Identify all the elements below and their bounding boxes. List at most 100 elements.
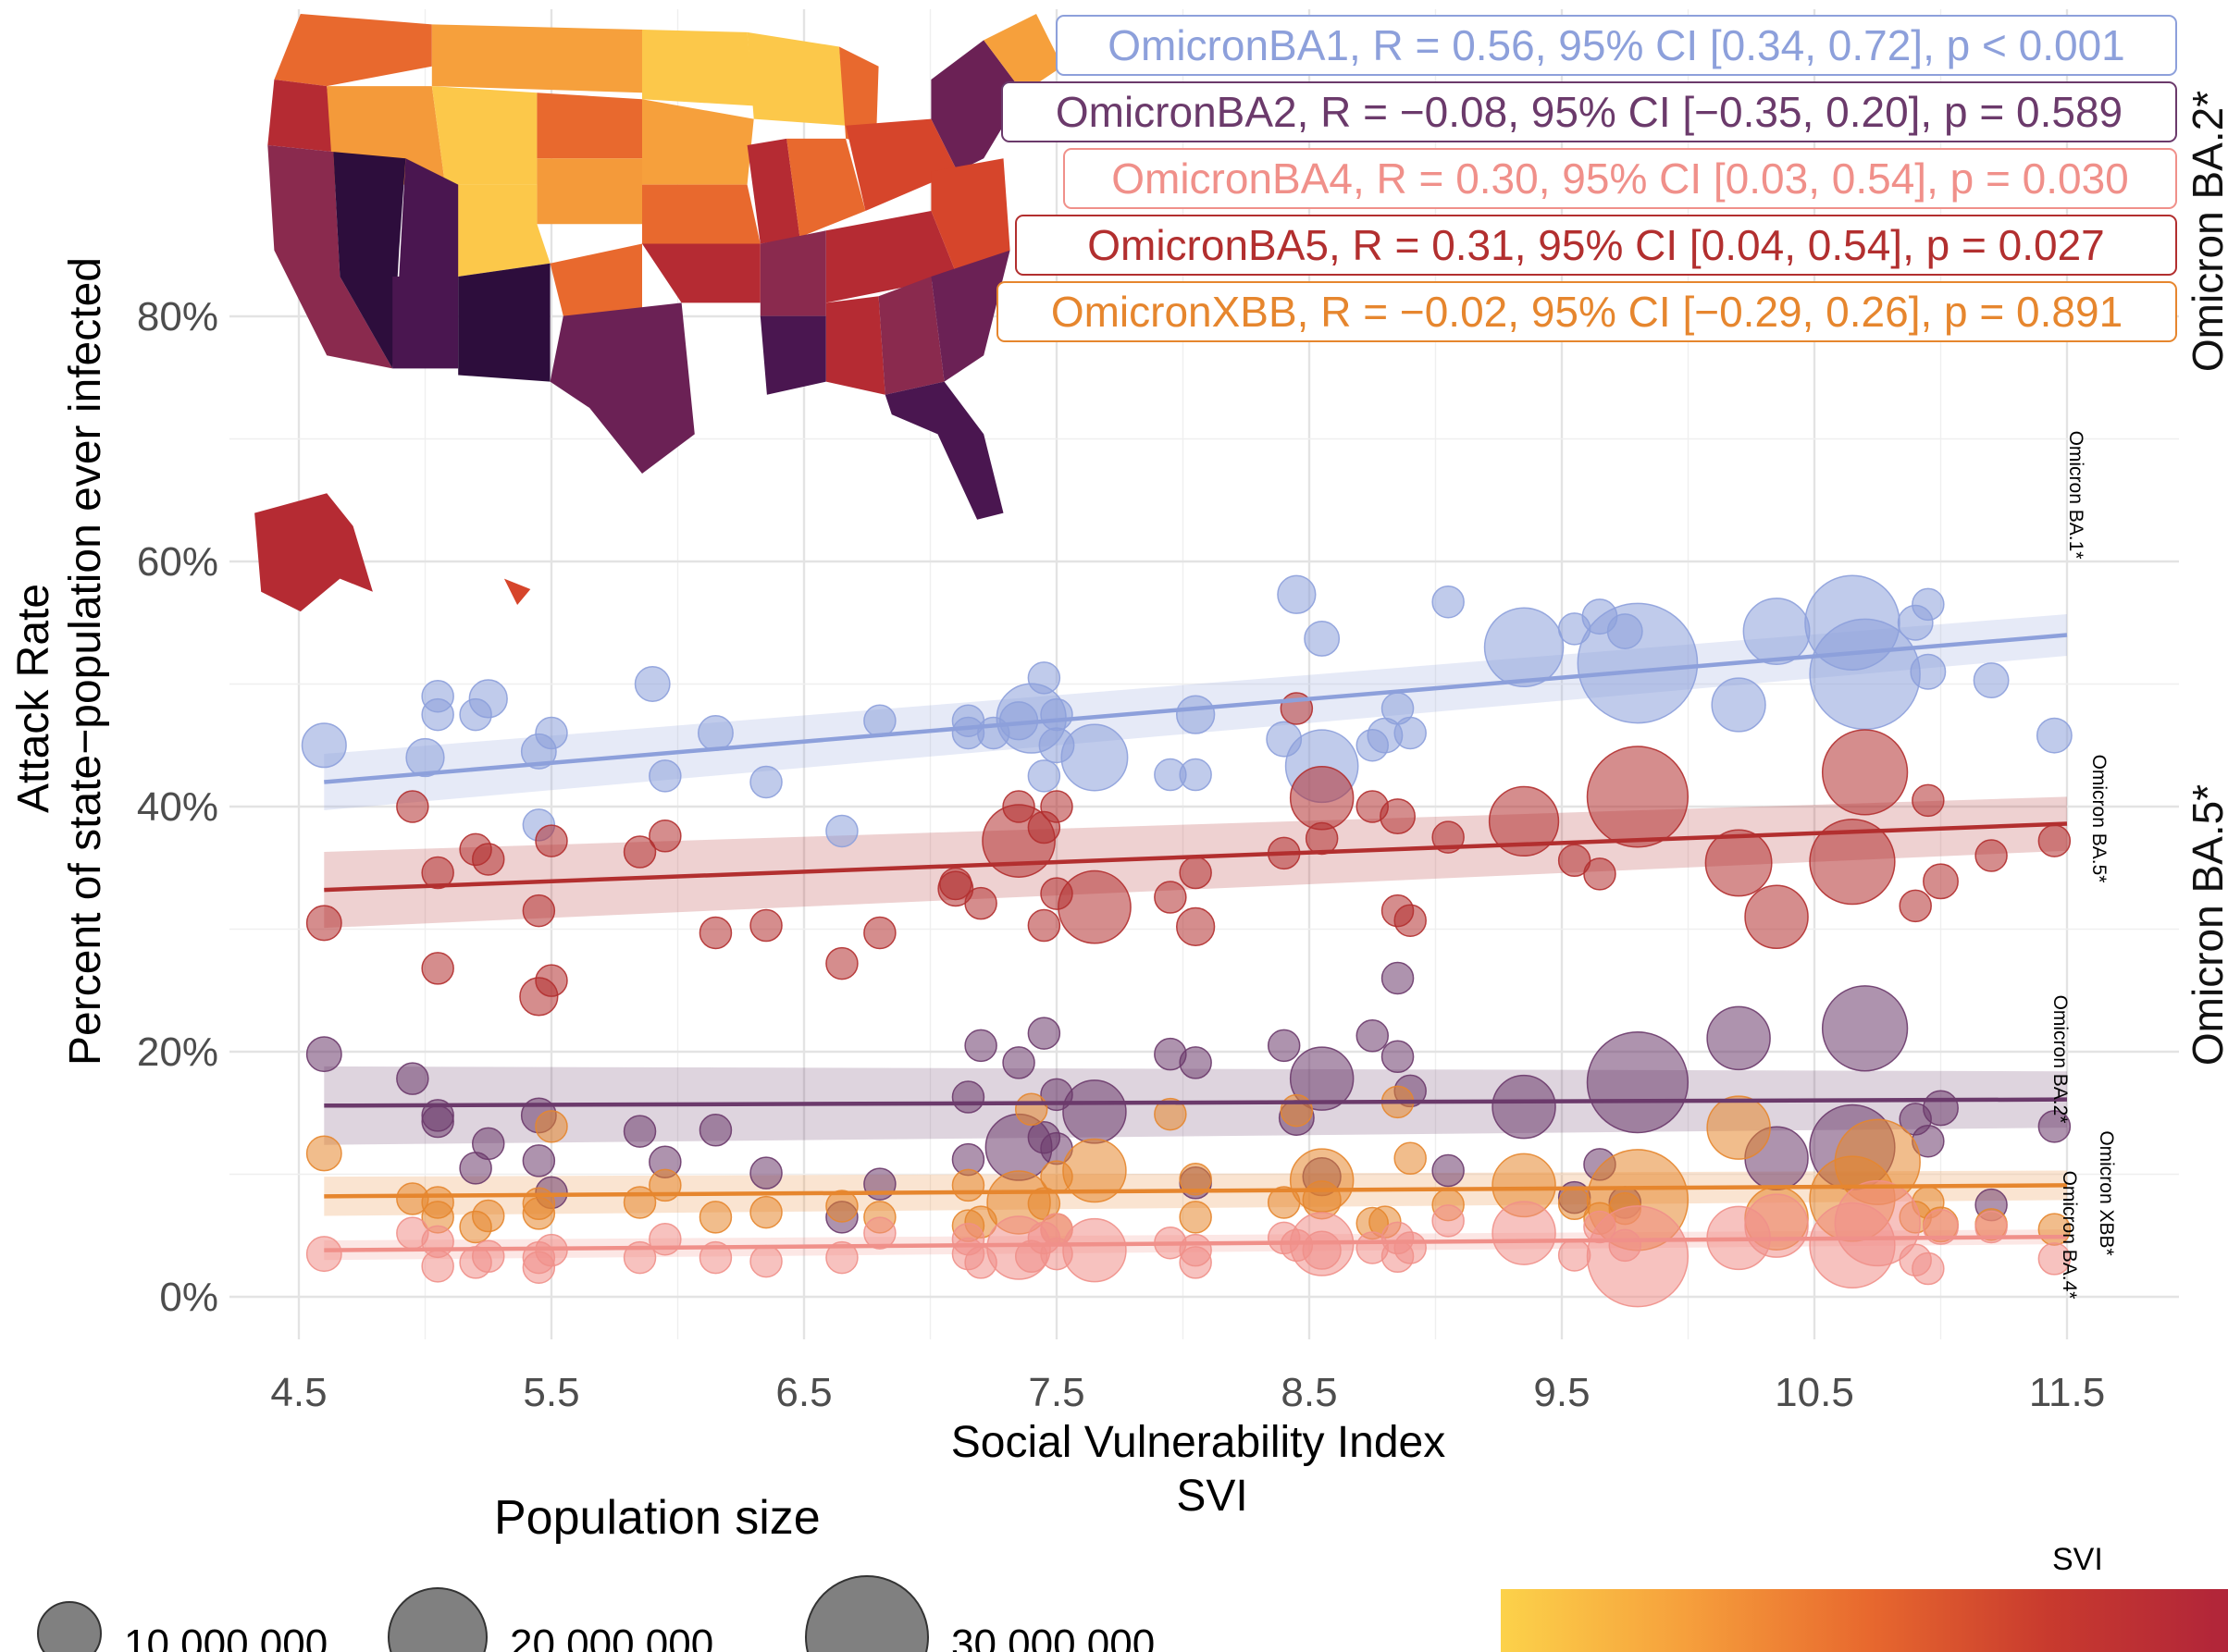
data-point bbox=[1711, 677, 1766, 733]
data-point bbox=[1704, 829, 1773, 897]
data-point bbox=[396, 1062, 429, 1095]
data-point bbox=[1062, 1217, 1127, 1283]
population-size-legend: Population size 10 000 000 20 000 000 30 0… bbox=[37, 1491, 1155, 1652]
data-point bbox=[301, 722, 347, 769]
y-tick-label: 0% bbox=[159, 1275, 218, 1320]
data-point bbox=[825, 1240, 859, 1275]
data-point bbox=[699, 1201, 733, 1234]
data-point bbox=[1302, 1230, 1342, 1270]
size-legend-circle bbox=[37, 1601, 102, 1652]
legend-stat: OmicronBA5, R = 0.31, 95% CI [0.04, 0.54… bbox=[1087, 221, 2105, 269]
data-point bbox=[1280, 1093, 1314, 1128]
size-legend-label: 30 000 000 bbox=[951, 1621, 1155, 1652]
data-point bbox=[522, 1197, 556, 1230]
y-tick-label: 40% bbox=[137, 784, 218, 830]
data-point bbox=[421, 1104, 454, 1139]
data-point bbox=[1974, 1210, 2008, 1244]
size-legend-label: 10 000 000 bbox=[124, 1621, 328, 1652]
legend-stat: OmicronBA1, R = 0.56, 95% CI [0.34, 0.72… bbox=[1108, 21, 2125, 69]
data-point bbox=[1027, 759, 1061, 793]
data-point bbox=[1488, 785, 1560, 857]
data-point bbox=[405, 737, 445, 778]
data-point bbox=[1380, 798, 1417, 835]
y-axis-subtitle: Percent of state−population ever infecte… bbox=[61, 257, 110, 1066]
fit-label: Omicron XBB* bbox=[2096, 1130, 2117, 1255]
correlation-legend: OmicronBA1, R = 0.56, 95% CI [0.34, 0.72… bbox=[996, 15, 2177, 342]
data-point bbox=[535, 824, 568, 857]
data-point bbox=[421, 1225, 454, 1259]
data-point bbox=[623, 1115, 657, 1148]
data-point bbox=[699, 916, 733, 950]
data-point bbox=[1586, 746, 1690, 848]
data-point bbox=[535, 964, 568, 997]
data-point bbox=[421, 856, 454, 890]
data-point bbox=[1809, 818, 1896, 906]
fit-line bbox=[324, 821, 2068, 893]
legend-box bbox=[996, 281, 2177, 342]
data-point bbox=[1923, 863, 1959, 900]
data-point bbox=[1586, 1030, 1690, 1134]
data-point bbox=[1973, 662, 2010, 698]
data-point bbox=[535, 716, 568, 750]
data-point bbox=[1179, 1046, 1212, 1079]
legend-stat: OmicronBA4, R = 0.30, 95% CI [0.03, 0.54… bbox=[1111, 154, 2129, 203]
y-tick-label: 20% bbox=[137, 1029, 218, 1075]
data-point bbox=[522, 1144, 556, 1177]
data-point bbox=[1040, 697, 1073, 732]
fit-line bbox=[324, 633, 2068, 784]
data-point bbox=[1176, 695, 1216, 734]
us-map-inset bbox=[254, 14, 1063, 612]
data-point bbox=[421, 697, 454, 732]
size-legend-circle bbox=[805, 1575, 929, 1652]
data-point bbox=[1557, 1239, 1591, 1272]
data-point bbox=[1492, 1074, 1556, 1140]
data-point bbox=[535, 1110, 568, 1143]
x-tick-label: 6.5 bbox=[775, 1370, 832, 1415]
data-point bbox=[863, 1216, 897, 1250]
data-point bbox=[1380, 961, 1415, 995]
data-point bbox=[1910, 653, 1947, 690]
data-point bbox=[1583, 857, 1616, 891]
data-point bbox=[1179, 1163, 1212, 1196]
data-point bbox=[649, 759, 682, 793]
data-point bbox=[305, 1036, 342, 1073]
x-tick-label: 11.5 bbox=[2029, 1370, 2105, 1415]
data-point bbox=[1912, 1251, 1945, 1286]
data-point bbox=[1483, 607, 1565, 687]
data-point bbox=[1040, 790, 1073, 823]
side-label-ba5: Omicron BA.5* bbox=[2184, 784, 2228, 1066]
size-legend-circle bbox=[388, 1587, 488, 1652]
data-point bbox=[305, 905, 342, 942]
data-point bbox=[1393, 1231, 1427, 1264]
fit-label: Omicron BA.5* bbox=[2088, 755, 2110, 883]
data-point bbox=[863, 704, 897, 737]
data-point bbox=[1557, 844, 1591, 878]
data-point bbox=[749, 1244, 783, 1278]
data-point bbox=[749, 1156, 783, 1190]
fit-line bbox=[324, 1183, 2068, 1199]
legend-box bbox=[1015, 215, 2177, 276]
data-point bbox=[649, 820, 682, 853]
data-point bbox=[1974, 839, 2008, 872]
data-point bbox=[699, 1240, 733, 1275]
data-point bbox=[863, 1167, 897, 1201]
data-point bbox=[472, 843, 505, 876]
data-point bbox=[1027, 1017, 1061, 1050]
x-tick-label: 5.5 bbox=[523, 1370, 579, 1415]
fit-label: Omicron BA.1* bbox=[2065, 431, 2086, 560]
svi-colorbar bbox=[1501, 1589, 2228, 1652]
data-point bbox=[1060, 723, 1129, 792]
x-tick-label: 10.5 bbox=[1775, 1370, 1854, 1415]
x-tick-label: 9.5 bbox=[1533, 1370, 1590, 1415]
data-point bbox=[1393, 1141, 1427, 1176]
data-point bbox=[2037, 1242, 2072, 1276]
data-point bbox=[951, 1168, 985, 1202]
data-point bbox=[1179, 1201, 1212, 1234]
data-point bbox=[305, 1236, 342, 1273]
data-point bbox=[1304, 621, 1341, 657]
data-point bbox=[1431, 1204, 1465, 1238]
data-point bbox=[472, 1199, 505, 1233]
data-point bbox=[749, 1195, 783, 1229]
side-label-ba2: Omicron BA.2* bbox=[2184, 91, 2228, 372]
